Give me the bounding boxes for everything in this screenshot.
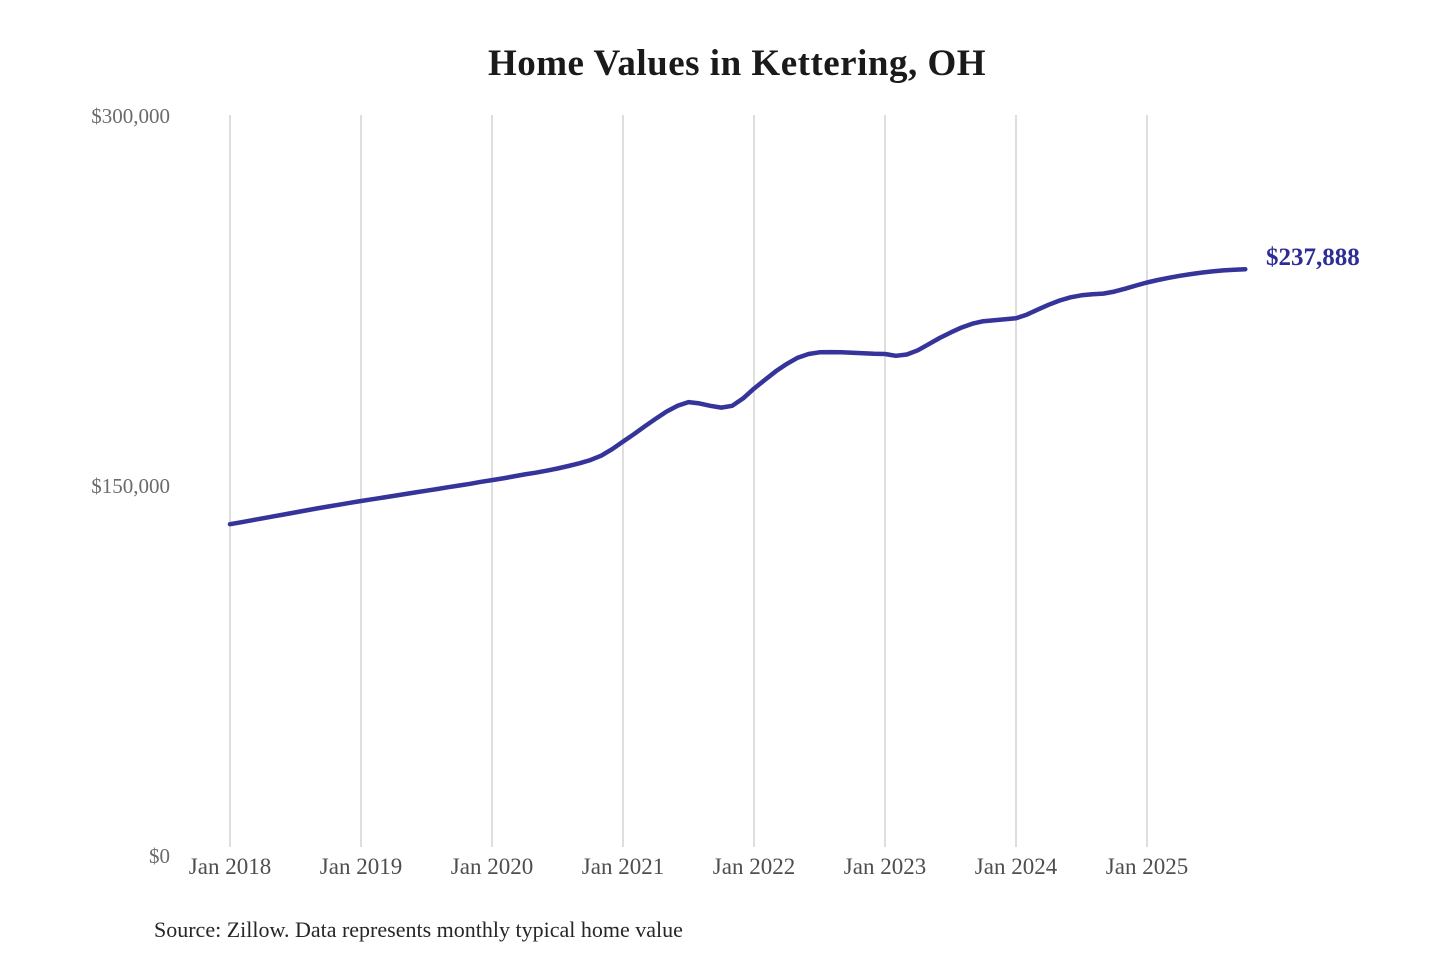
x-axis-tick-jan-2022: Jan 2022 xyxy=(712,854,796,879)
y-axis-tick-300000: $300,000 xyxy=(91,104,170,128)
x-axis-tick-jan-2023: Jan 2023 xyxy=(843,854,927,879)
x-axis-tick-jan-2025: Jan 2025 xyxy=(1105,854,1189,879)
chart-title: Home Values in Kettering, OH xyxy=(487,43,987,84)
x-axis-tick-jan-2021: Jan 2021 xyxy=(581,854,665,879)
home-value-series-line xyxy=(227,266,1248,527)
x-axis-tick-jan-2020: Jan 2020 xyxy=(450,854,534,879)
y-axis-tick-150000: $150,000 xyxy=(91,474,170,498)
x-axis-tick-jan-2018: Jan 2018 xyxy=(188,854,272,879)
source-attribution: Source: Zillow. Data represents monthly … xyxy=(154,917,683,942)
y-axis-tick-0: $0 xyxy=(149,844,170,868)
x-axis-tick-jan-2024: Jan 2024 xyxy=(974,854,1058,879)
x-axis-tick-jan-2019: Jan 2019 xyxy=(319,854,403,879)
latest-value-label: $237,888 xyxy=(1266,244,1360,271)
